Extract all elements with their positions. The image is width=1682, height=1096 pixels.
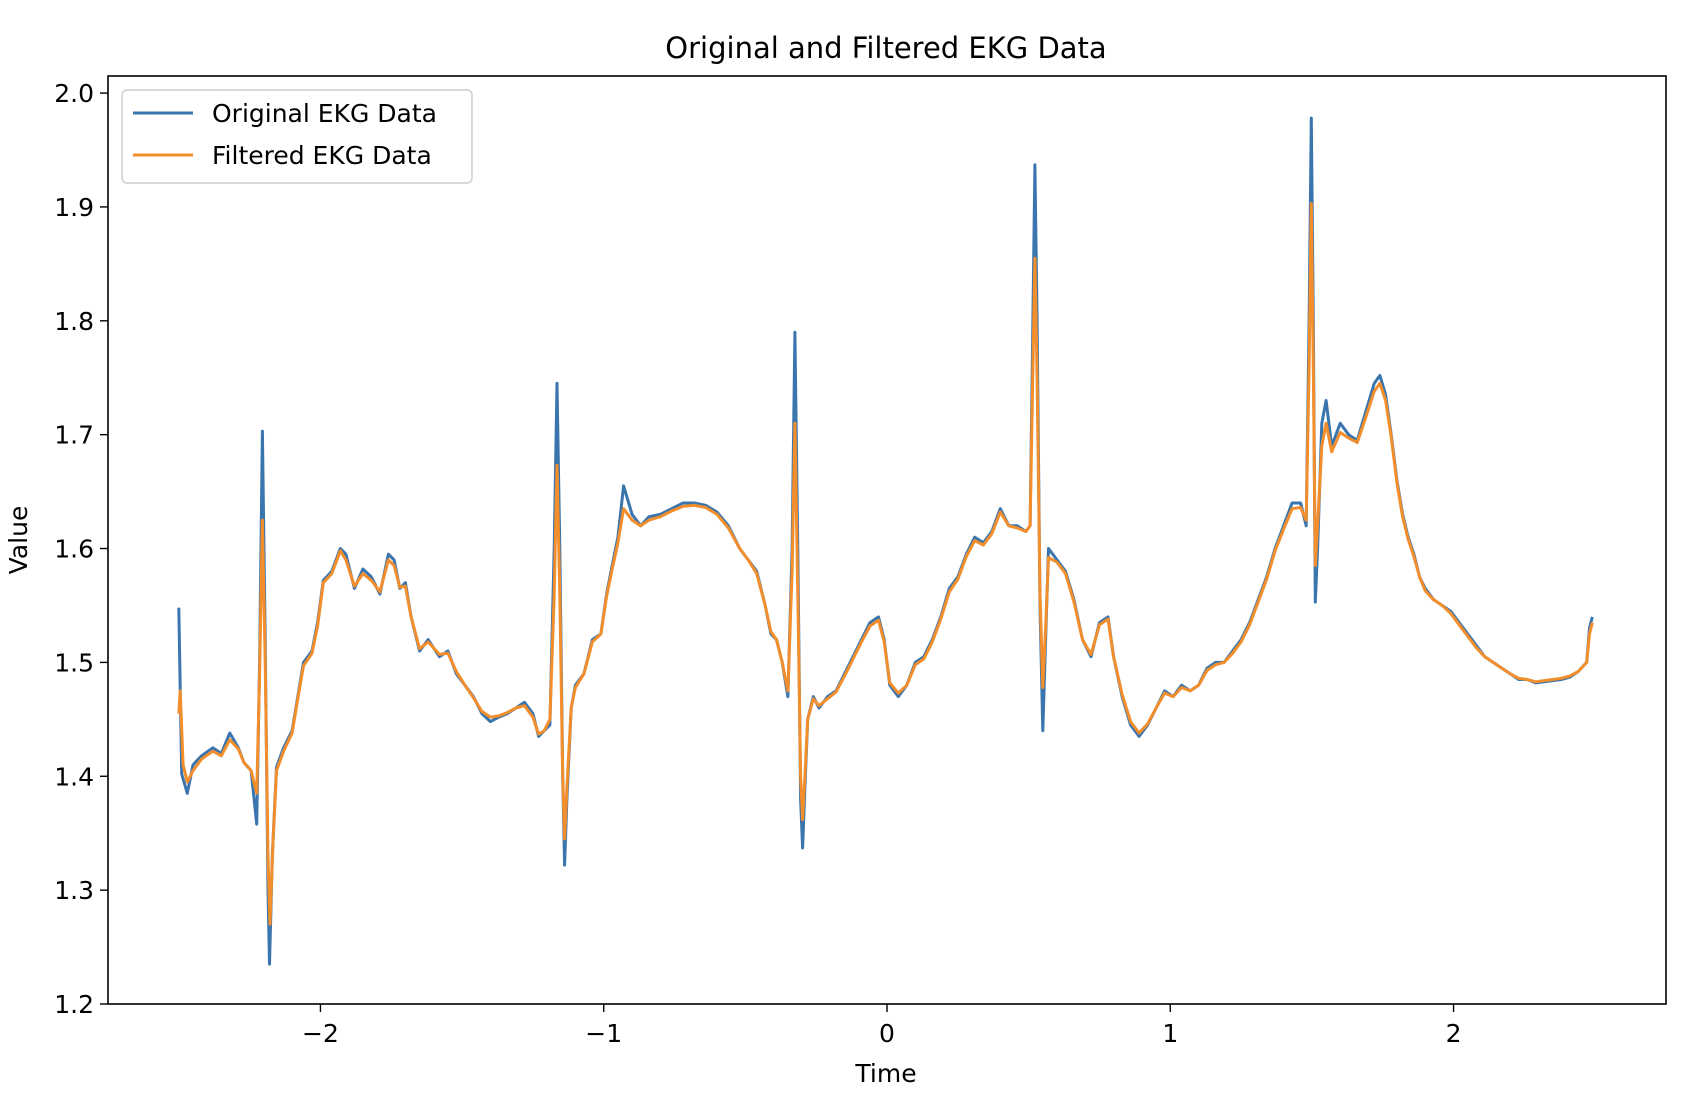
plot-area bbox=[108, 76, 1666, 1004]
legend-label-filtered: Filtered EKG Data bbox=[212, 141, 432, 170]
y-tick-label: 1.4 bbox=[54, 762, 94, 791]
y-tick-label: 1.7 bbox=[54, 421, 94, 450]
legend: Original EKG Data Filtered EKG Data bbox=[121, 89, 473, 184]
y-tick-label: 1.5 bbox=[54, 648, 94, 677]
x-tick-label: 1 bbox=[1162, 1019, 1178, 1048]
y-tick-label: 2.0 bbox=[54, 79, 94, 108]
x-tick-label: −2 bbox=[302, 1019, 339, 1048]
series-layer bbox=[177, 116, 1594, 966]
chart-title: Original and Filtered EKG Data bbox=[665, 31, 1106, 65]
x-tick-label: 0 bbox=[879, 1019, 895, 1048]
y-axis-label: Value bbox=[4, 506, 33, 575]
y-tick-label: 1.9 bbox=[54, 193, 94, 222]
y-axis: 1.2 1.3 1.4 1.5 1.6 1.7 1.8 1.9 2.0 bbox=[54, 79, 108, 1019]
x-tick-label: −1 bbox=[585, 1019, 622, 1048]
y-tick-label: 1.6 bbox=[54, 535, 94, 564]
legend-label-original: Original EKG Data bbox=[212, 99, 437, 128]
x-axis-label: Time bbox=[854, 1059, 916, 1088]
x-axis: −2 −1 0 1 2 bbox=[302, 1004, 1461, 1048]
y-tick-label: 1.3 bbox=[54, 876, 94, 905]
legend-box bbox=[121, 89, 473, 184]
x-tick-label: 2 bbox=[1446, 1019, 1462, 1048]
y-tick-label: 1.8 bbox=[54, 307, 94, 336]
series-line-filtered bbox=[177, 202, 1594, 926]
y-tick-label: 1.2 bbox=[54, 990, 94, 1019]
